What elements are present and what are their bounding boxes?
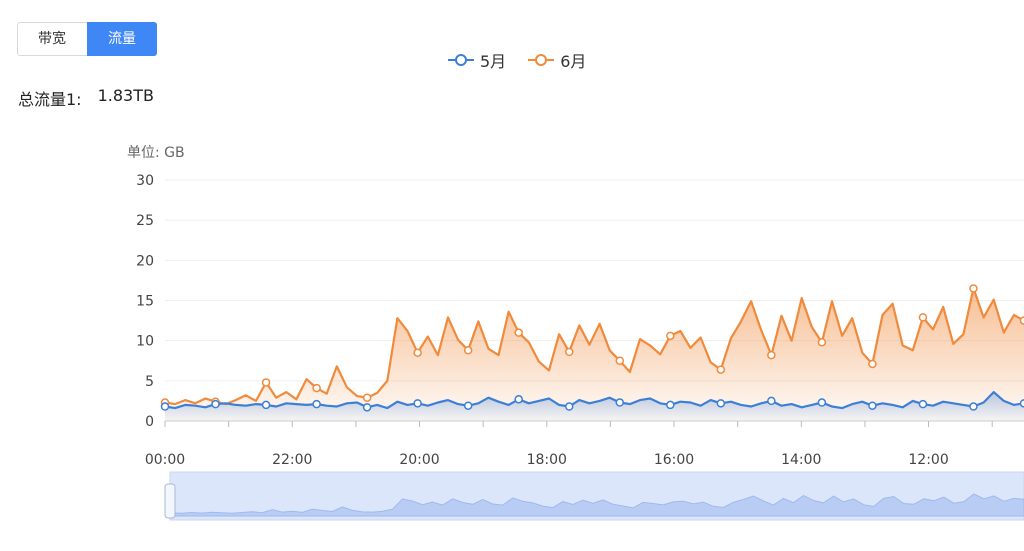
x-tick-label: 00:00 xyxy=(145,452,185,468)
x-tick-label: 20:00 xyxy=(399,452,439,468)
x-tick-label: 14:00 xyxy=(781,452,821,468)
data-point[interactable] xyxy=(211,397,220,406)
data-point[interactable] xyxy=(767,350,776,360)
total-traffic-label: 总流量1: xyxy=(18,90,82,109)
data-point[interactable] xyxy=(868,401,877,410)
data-point[interactable] xyxy=(160,398,170,407)
data-point[interactable] xyxy=(969,284,978,293)
y-tick-label: 5 xyxy=(145,374,154,390)
tab-bandwidth[interactable]: 带宽 xyxy=(38,31,66,47)
legend-marker-june xyxy=(528,54,555,66)
data-point[interactable] xyxy=(767,396,776,406)
zoom-range-track[interactable] xyxy=(169,471,1024,521)
y-tick-label: 25 xyxy=(136,213,154,229)
legend-item-june[interactable]: 6月 xyxy=(528,48,586,72)
series-area-may xyxy=(165,392,1024,421)
series-area-june xyxy=(165,288,1024,421)
tab-traffic[interactable]: 流量 xyxy=(87,22,157,56)
data-point[interactable] xyxy=(666,331,675,341)
series-line-june xyxy=(164,287,1024,406)
legend-label-june: 6月 xyxy=(560,52,587,71)
data-point[interactable] xyxy=(615,398,625,407)
y-tick-label: 15 xyxy=(136,294,154,310)
data-point[interactable] xyxy=(716,365,726,374)
legend-item-may[interactable]: 5月 xyxy=(448,48,506,72)
y-tick-label: 30 xyxy=(136,173,154,189)
x-tick-label: 12:00 xyxy=(908,452,948,468)
total-traffic-value: 1.83TB xyxy=(97,86,154,105)
y-tick-label: 10 xyxy=(136,334,154,350)
x-tick-label: 18:00 xyxy=(527,452,567,468)
data-point[interactable] xyxy=(918,399,928,409)
data-point[interactable] xyxy=(211,399,220,409)
data-point[interactable] xyxy=(666,400,675,410)
chart-legend: 5月 6月 xyxy=(448,48,586,72)
x-tick-label: 22:00 xyxy=(272,452,312,468)
data-point[interactable] xyxy=(564,402,574,411)
y-tick-label: 0 xyxy=(145,414,154,430)
data-point[interactable] xyxy=(160,402,170,411)
data-point[interactable] xyxy=(261,378,271,387)
legend-marker-may xyxy=(448,54,474,66)
data-point[interactable] xyxy=(969,402,978,411)
data-point[interactable] xyxy=(868,359,877,369)
total-traffic: 总流量1: 1.83TB xyxy=(18,86,154,110)
data-point[interactable] xyxy=(312,383,321,393)
y-axis-unit: 单位: GB xyxy=(127,145,185,161)
data-point[interactable] xyxy=(514,395,523,404)
zoom-handle-left[interactable] xyxy=(164,483,176,519)
data-point[interactable] xyxy=(463,346,473,355)
data-point[interactable] xyxy=(413,399,422,408)
data-point[interactable] xyxy=(564,347,574,357)
legend-label-may: 5月 xyxy=(480,52,507,71)
data-point[interactable] xyxy=(716,399,726,408)
x-tick-label: 16:00 xyxy=(654,452,694,468)
data-point[interactable] xyxy=(1019,399,1024,408)
data-point[interactable] xyxy=(312,399,321,409)
data-point[interactable] xyxy=(261,400,271,410)
data-point[interactable] xyxy=(514,328,523,337)
data-point[interactable] xyxy=(463,401,473,410)
data-point[interactable] xyxy=(918,313,928,322)
data-point[interactable] xyxy=(817,398,827,407)
zoom-preview xyxy=(171,493,1024,517)
data-point[interactable] xyxy=(615,356,625,365)
data-point[interactable] xyxy=(817,338,827,347)
y-tick-label: 20 xyxy=(136,253,154,269)
data-point[interactable] xyxy=(362,393,372,402)
data-point[interactable] xyxy=(362,403,372,412)
series-line-may xyxy=(164,391,1024,410)
metric-tabs: 带宽 流量 xyxy=(17,22,157,56)
data-point[interactable] xyxy=(1019,316,1024,325)
data-point[interactable] xyxy=(413,348,422,357)
